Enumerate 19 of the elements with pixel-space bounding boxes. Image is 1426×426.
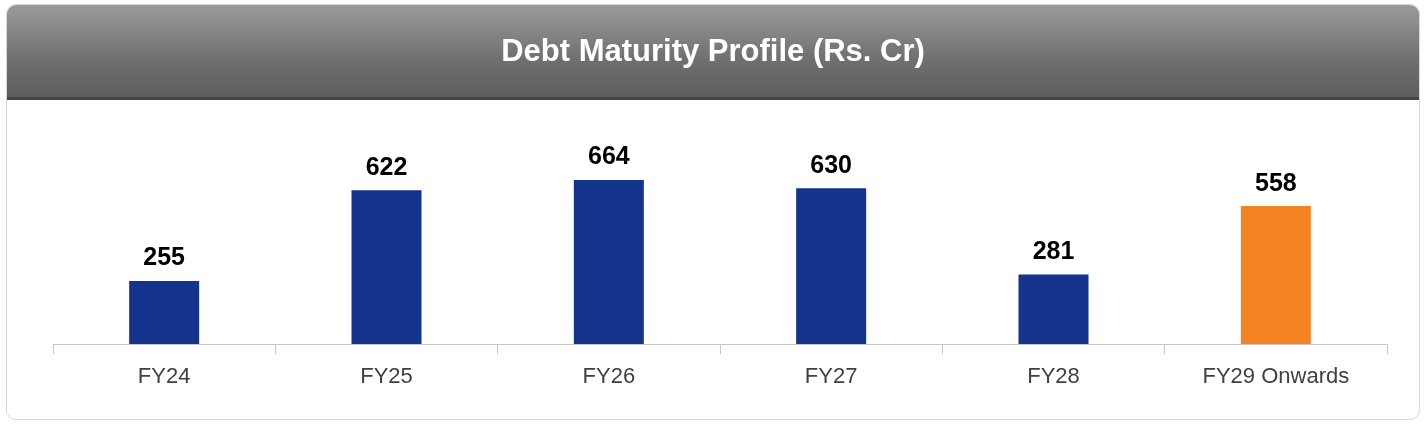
data-label: 622 [365,151,408,180]
x-tick-label: FY27 [804,362,858,388]
data-label: 664 [587,141,630,170]
bar [1018,274,1089,344]
data-label: 281 [1032,236,1075,265]
bar [129,280,200,344]
chart-title: Debt Maturity Profile (Rs. Cr) [7,5,1419,100]
bar [796,188,867,344]
data-label: 630 [810,149,853,178]
bar [573,179,644,344]
bar [1240,206,1311,344]
data-label: 255 [143,242,186,271]
x-tick-label: FY29 Onwards [1202,362,1350,388]
x-tick-label: FY24 [137,362,191,388]
x-tick-label: FY26 [582,362,636,388]
x-tick-label: FY25 [360,362,413,388]
data-label: 558 [1254,167,1297,196]
bar [351,190,422,344]
x-tick-label: FY28 [1027,362,1080,388]
